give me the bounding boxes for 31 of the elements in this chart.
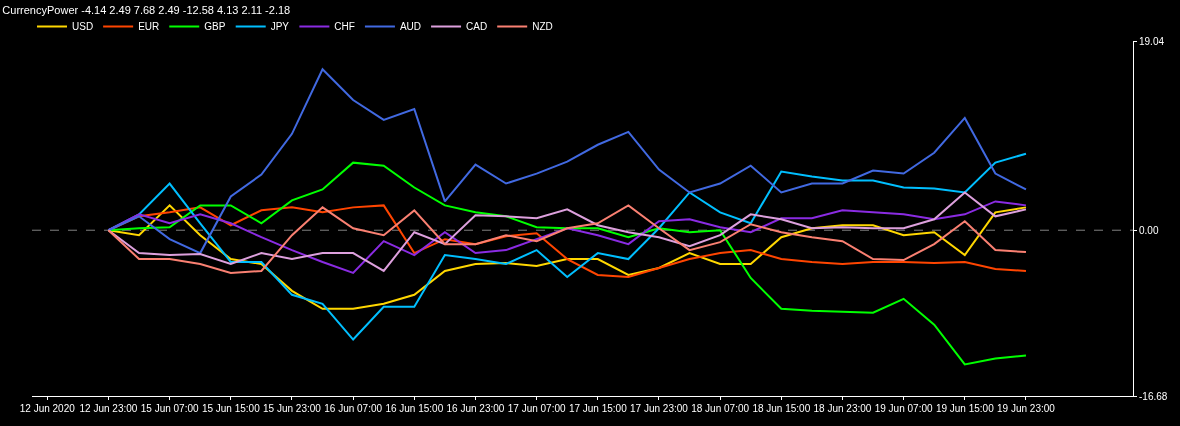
x-tick-label: 15 Jun 07:00 [140, 403, 199, 414]
chart-title: CurrencyPower -4.14 2.49 7.68 2.49 -12.58 4.13 2.11 -2.18 [2, 4, 291, 17]
legend-label: JPY [270, 21, 290, 33]
legend-label: CAD [466, 21, 488, 33]
x-tick-label: 18 Jun 15:00 [752, 403, 811, 414]
legend-label: USD [72, 21, 94, 33]
legend-label: AUD [399, 21, 422, 33]
x-tick-label: 15 Jun 15:00 [201, 403, 261, 414]
x-tick-label: 18 Jun 07:00 [691, 403, 750, 414]
legend-label: CHF [334, 21, 355, 33]
x-tick-label: 16 Jun 23:00 [446, 403, 505, 414]
y-tick-label: -16.68 [1139, 390, 1168, 402]
y-tick-label: 19.04 [1139, 35, 1165, 47]
x-tick-label: 19 Jun 07:00 [874, 403, 933, 414]
x-tick-label: 12 Jun 23:00 [79, 403, 138, 414]
line-series [107, 161, 1027, 366]
x-tick-label: 19 Jun 15:00 [935, 403, 995, 414]
x-tick-label: 17 Jun 07:00 [507, 403, 566, 414]
x-tick-label: 18 Jun 23:00 [813, 403, 872, 414]
legend-label: NZD [532, 21, 553, 33]
x-tick-label: 12 Jun 2020 [19, 403, 76, 414]
x-tick-label: 15 Jun 23:00 [263, 403, 322, 414]
legend-label: EUR [138, 21, 160, 33]
line-series [107, 68, 1027, 255]
x-tick-label: 17 Jun 15:00 [568, 403, 628, 414]
x-tick-label: 17 Jun 23:00 [630, 403, 689, 414]
y-tick-label: 0.00 [1139, 224, 1159, 236]
x-tick-label: 16 Jun 07:00 [324, 403, 383, 414]
x-tick-label: 16 Jun 15:00 [385, 403, 444, 414]
legend-label: GBP [204, 21, 226, 33]
x-tick-label: 19 Jun 23:00 [997, 403, 1056, 414]
